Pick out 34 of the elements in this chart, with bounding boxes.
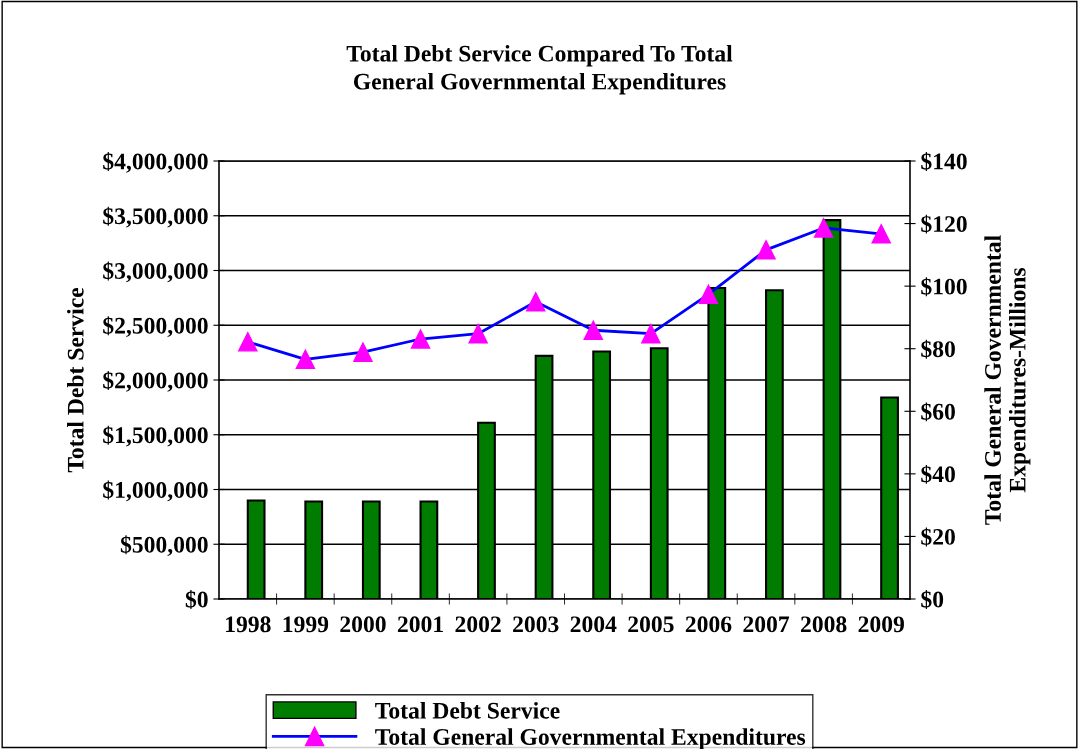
y-tick-label: $2,500,000	[103, 316, 208, 338]
y-tick-label: $3,000,000	[103, 261, 208, 283]
x-tick-label: 2000	[340, 616, 386, 633]
y2-tick-label: $20	[921, 527, 955, 547]
y2-tick-label: $80	[921, 339, 955, 359]
x-tick-label: 1999	[283, 616, 329, 633]
y-tick-label: $3,500,000	[103, 206, 208, 228]
y2-tick-label: $60	[921, 402, 955, 422]
x-tick-label: 2003	[513, 616, 559, 633]
x-tick-label: 2009	[858, 616, 904, 633]
y-tick-label: $2,000,000	[103, 371, 208, 392]
x-tick-label: 1998	[226, 616, 271, 633]
y-tick-label: $500,000	[120, 535, 208, 557]
x-tick-label: 2005	[628, 616, 674, 633]
y2-tick-label: $100	[921, 277, 967, 297]
y-axis-title: Total Debt Service	[67, 287, 84, 473]
y-tick-label: $1,000,000	[103, 480, 208, 502]
x-tick-label: 2001	[397, 616, 443, 633]
x-tick-label: 2002	[455, 616, 501, 633]
y2-tick-label: $140	[921, 152, 967, 171]
x-tick-label: 2007	[743, 616, 790, 633]
legend-label: Total Debt Service	[375, 702, 560, 719]
legend-label: Total General Governmental Expenditures	[375, 728, 806, 749]
y2-tick-label: $40	[921, 464, 955, 484]
y-tick-label: $1,500,000	[103, 425, 208, 447]
x-tick-label: 2006	[685, 616, 732, 633]
y2-axis-title: Total General Governmental Expenditures-Millions	[984, 235, 1031, 525]
x-tick-label: 2004	[570, 616, 617, 633]
x-tick-label: 2008	[801, 616, 847, 633]
y-tick-label: $4,000,000	[103, 152, 208, 173]
y-tick-label: $0	[185, 590, 208, 609]
chart-title: Total Debt Service Compared To Total General Governmental Expenditures	[346, 45, 733, 95]
y2-tick-label: $0	[921, 590, 944, 609]
y2-tick-label: $120	[921, 214, 967, 234]
